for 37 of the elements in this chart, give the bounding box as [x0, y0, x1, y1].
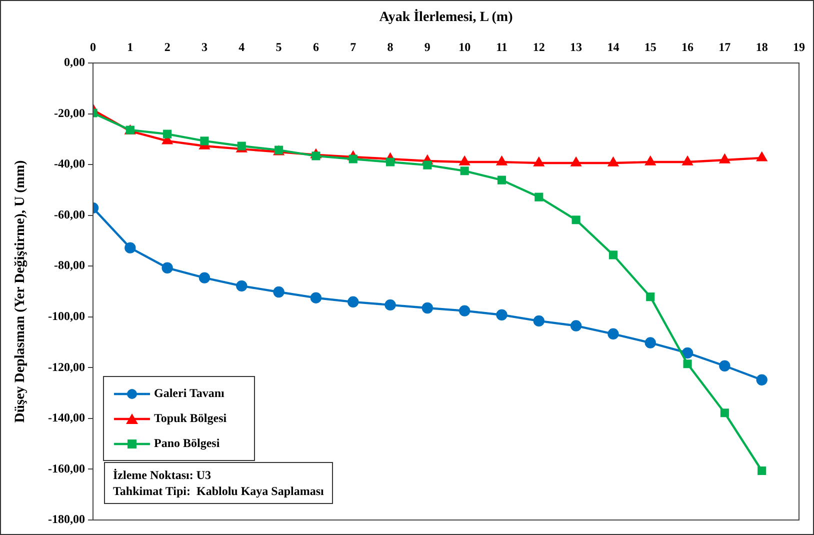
x-axis-title: Ayak İlerlemesi, L (m) — [379, 9, 514, 26]
y-tick-label: -180,00 — [48, 512, 85, 526]
y-axis-title: Düşey Deplasman (Yer Değiştirme), U (mm) — [13, 160, 28, 423]
x-tick-label: 6 — [312, 40, 319, 54]
x-tick-label: 12 — [532, 40, 545, 54]
x-tick-label: 13 — [570, 40, 582, 54]
y-tick-label: -60,00 — [54, 207, 85, 222]
x-tick-label: 7 — [350, 40, 356, 54]
x-tick-label: 0 — [90, 40, 96, 54]
y-tick-label: 0,00 — [64, 55, 85, 70]
x-tick-label: 4 — [238, 40, 245, 54]
x-tick-label: 10 — [458, 40, 471, 54]
y-tick-label: -100,00 — [48, 308, 85, 323]
x-tick-label: 14 — [607, 40, 620, 54]
legend-label: Pano Bölgesi — [154, 436, 220, 451]
legend-label: Galeri Tavanı — [154, 386, 224, 401]
x-tick-label: 3 — [201, 40, 208, 54]
y-tick-label: -80,00 — [54, 258, 85, 272]
y-tick-label: -20,00 — [54, 106, 85, 120]
annotation: Tahkimat Tipi: Kablolu Kaya Saplaması — [113, 483, 324, 499]
annotation: İzleme Noktası: U3 — [113, 467, 212, 483]
x-tick-label: 16 — [682, 40, 694, 54]
y-tick-label: -120,00 — [48, 360, 85, 374]
y-tick-label: -160,00 — [48, 461, 85, 476]
x-tick-label: 1 — [127, 40, 134, 54]
x-tick-label: 17 — [718, 40, 731, 54]
y-tick-label: -140,00 — [48, 410, 85, 425]
x-tick-label: 9 — [424, 40, 430, 54]
x-tick-label: 19 — [793, 40, 805, 54]
x-tick-label: 2 — [164, 40, 170, 54]
x-tick-label: 18 — [756, 40, 768, 54]
y-tick-label: -40,00 — [54, 156, 85, 171]
x-tick-label: 11 — [496, 40, 508, 54]
x-tick-label: 15 — [644, 40, 656, 54]
legend-label: Topuk Bölgesi — [154, 411, 227, 426]
x-tick-label: 8 — [387, 40, 394, 54]
x-tick-label: 5 — [276, 40, 282, 54]
